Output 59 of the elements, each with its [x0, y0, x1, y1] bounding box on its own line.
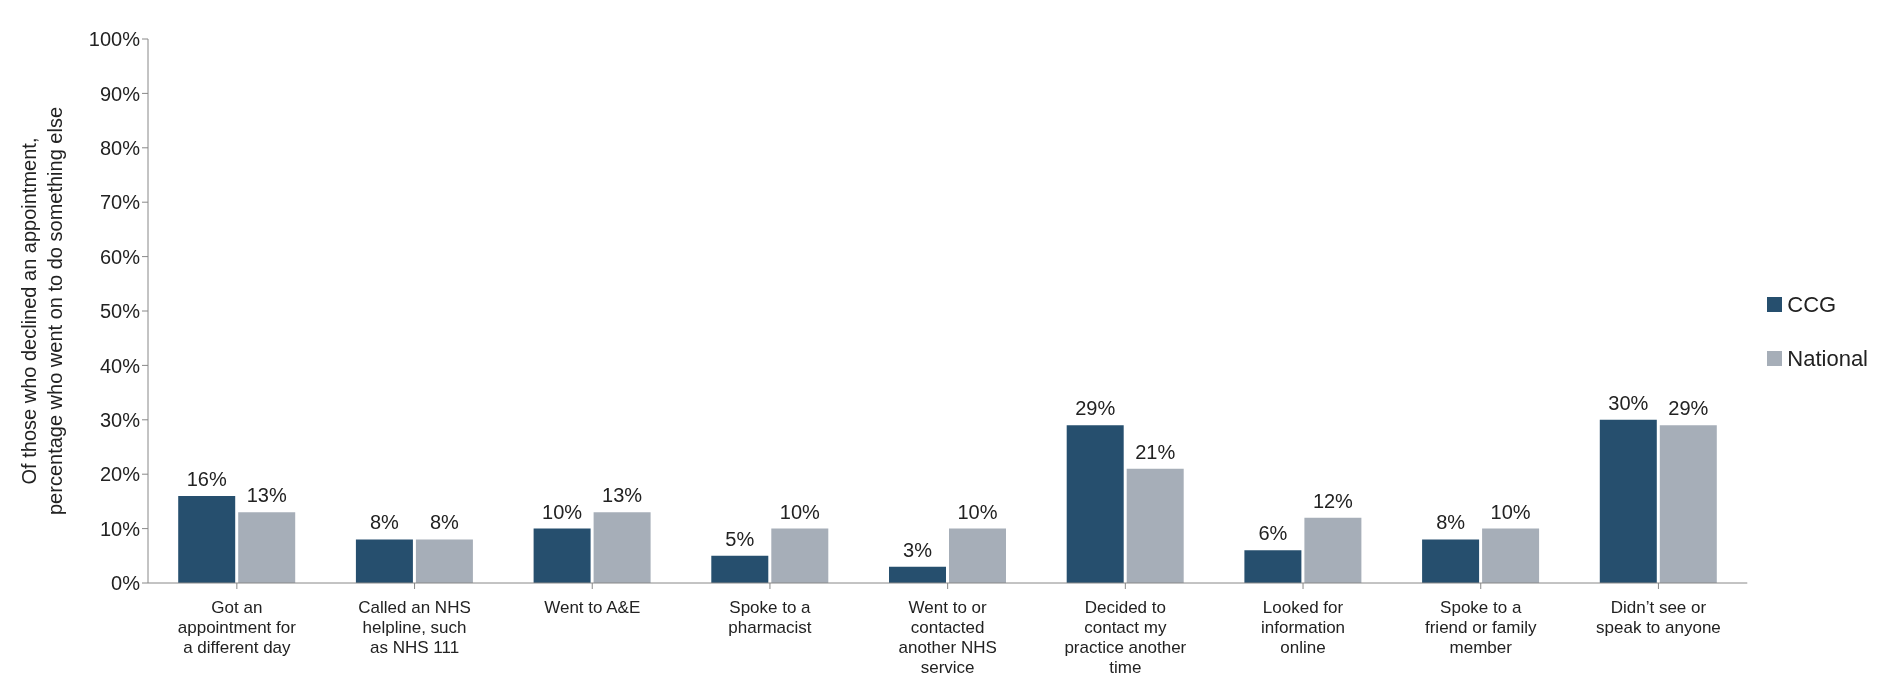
y-tick-label: 80% — [99, 136, 141, 159]
bar — [949, 528, 1006, 583]
x-tick-label: Got an appointment for a different day — [177, 598, 297, 657]
bar — [355, 539, 413, 583]
data-label: 10% — [542, 500, 583, 523]
data-label: 16% — [186, 467, 227, 490]
y-tick-label: 20% — [99, 463, 141, 486]
bar — [1599, 419, 1657, 583]
bar — [1659, 425, 1717, 583]
y-axis-title: Of those who declined an appointment, percentage who went on to do something else — [18, 106, 66, 516]
y-tick-label: 70% — [99, 191, 141, 214]
x-tick-label: Decided to contact my practice another time — [1064, 598, 1187, 677]
legend-label: CCG — [1787, 291, 1837, 318]
x-tick-label: Didn’t see or speak to anyone — [1596, 598, 1721, 637]
data-label: 29% — [1668, 397, 1709, 420]
data-label: 29% — [1075, 397, 1116, 420]
data-label: 8% — [1436, 511, 1466, 534]
bar — [593, 512, 651, 583]
bar — [533, 528, 591, 583]
y-tick-label: 60% — [99, 245, 141, 268]
x-tick-label: Looked for information online — [1260, 598, 1346, 657]
data-label: 6% — [1258, 522, 1288, 545]
bar — [1304, 517, 1362, 583]
data-label: 10% — [957, 500, 998, 523]
data-label: 30% — [1608, 391, 1649, 414]
data-label: 13% — [246, 484, 287, 507]
y-tick-label: 100% — [88, 28, 141, 51]
bar — [889, 566, 946, 583]
bar — [1066, 425, 1124, 583]
bar — [238, 512, 296, 583]
data-label: 10% — [1490, 500, 1531, 523]
x-tick-label: Went to or contacted another NHS service — [898, 598, 997, 677]
data-label: 8% — [429, 511, 460, 534]
bar — [1244, 550, 1302, 583]
data-label: 12% — [1312, 489, 1354, 512]
bar — [415, 539, 473, 583]
data-label: 3% — [903, 538, 933, 561]
data-label: 21% — [1135, 440, 1176, 463]
data-label: 5% — [725, 527, 755, 550]
x-tick-label: Spoke to a friend or family member — [1424, 598, 1537, 657]
y-tick-label: 50% — [99, 300, 141, 323]
x-tick-label: Went to A&E — [544, 598, 641, 617]
bar — [1482, 528, 1540, 583]
data-label: 10% — [779, 500, 821, 523]
y-tick-label: 40% — [99, 354, 141, 377]
bar — [178, 495, 236, 583]
data-label: 13% — [602, 484, 643, 507]
bar — [711, 555, 769, 583]
x-tick-label: Spoke to a pharmacist — [728, 598, 812, 637]
y-tick-label: 90% — [99, 82, 141, 105]
y-tick-label: 10% — [99, 517, 141, 540]
data-label: 8% — [369, 511, 400, 534]
bar — [771, 528, 829, 583]
bar — [1126, 468, 1184, 583]
bar — [1422, 539, 1480, 583]
y-tick-label: 0% — [111, 572, 141, 595]
y-tick-label: 30% — [99, 408, 141, 431]
x-tick-label: Called an NHS helpline, such as NHS 111 — [358, 598, 471, 657]
legend-label: National — [1787, 345, 1868, 372]
